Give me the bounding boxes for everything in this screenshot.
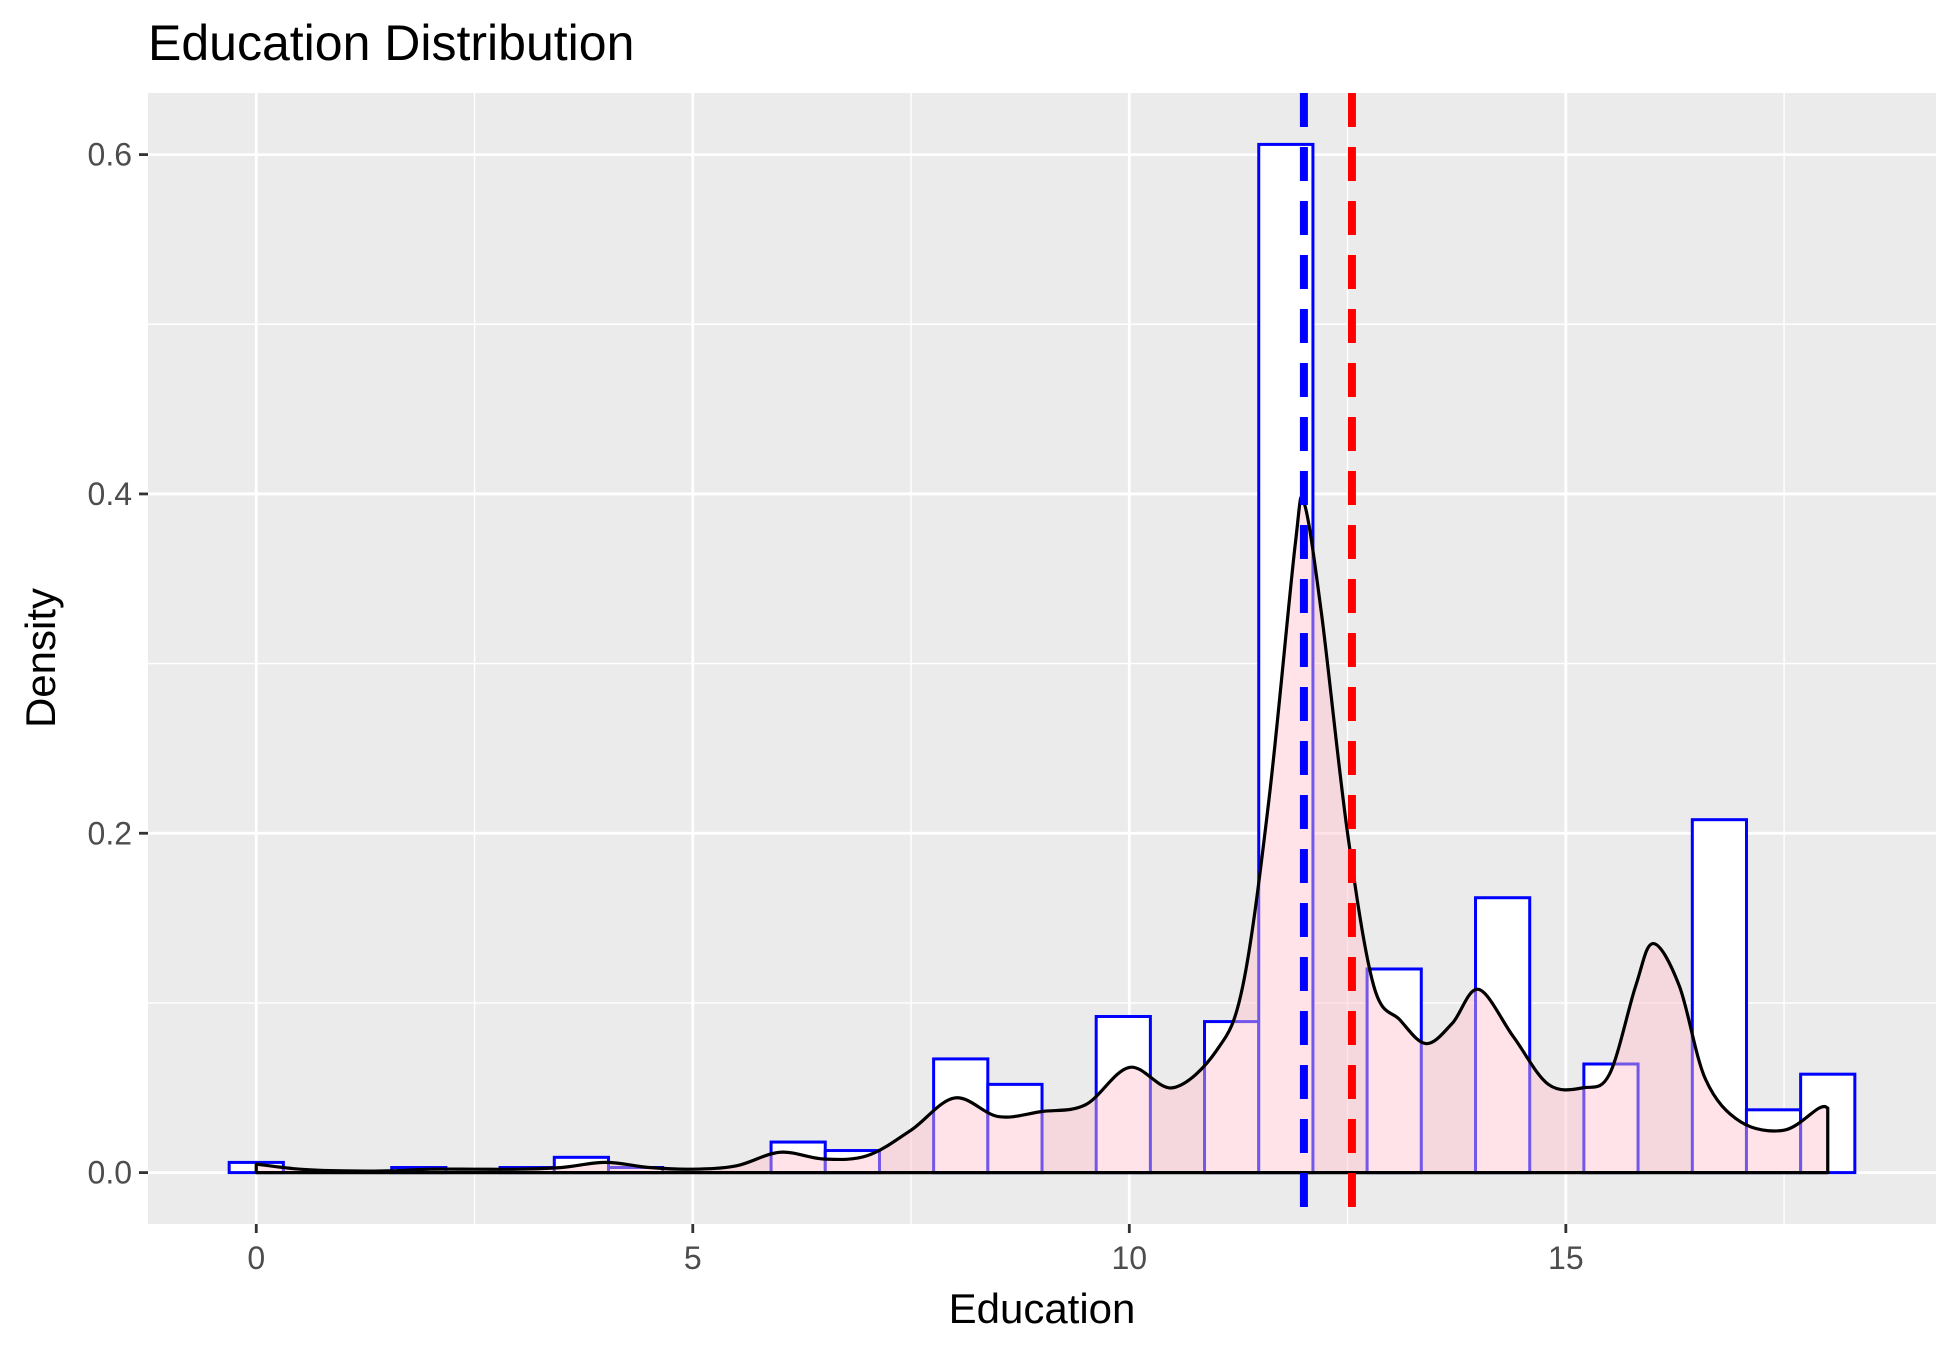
x-tick-label: 5 (684, 1240, 702, 1276)
plot-panel (148, 93, 1936, 1224)
y-tick-label: 0.0 (88, 1155, 132, 1191)
histogram-bar (1582, 1062, 1640, 1175)
x-tick-label: 15 (1548, 1240, 1584, 1276)
density-curve (254, 495, 1830, 1175)
grid-minor (148, 93, 1936, 1224)
y-tick-label: 0.6 (88, 137, 132, 173)
density-area (256, 497, 1828, 1173)
y-tick-label: 0.2 (88, 815, 132, 851)
histogram-bar (1690, 818, 1748, 1175)
histogram-bar (1744, 1108, 1803, 1175)
x-tick-label: 10 (1112, 1240, 1148, 1276)
reference-lines (1299, 93, 1356, 1224)
chart-title: Education Distribution (148, 15, 634, 71)
histogram-bar (986, 1082, 1044, 1175)
x-axis: 0 5 10 15 (247, 1224, 1584, 1276)
histogram-bar (1474, 896, 1532, 1175)
x-axis-title: Education (949, 1285, 1136, 1332)
histogram-bar (1365, 967, 1423, 1175)
y-axis-title: Density (17, 588, 64, 728)
x-tick-label: 0 (247, 1240, 265, 1276)
y-axis: 0.0 0.2 0.4 0.6 (88, 137, 148, 1191)
y-tick-label: 0.4 (88, 476, 132, 512)
histogram-bar (932, 1057, 990, 1175)
density-line (254, 495, 1830, 1175)
